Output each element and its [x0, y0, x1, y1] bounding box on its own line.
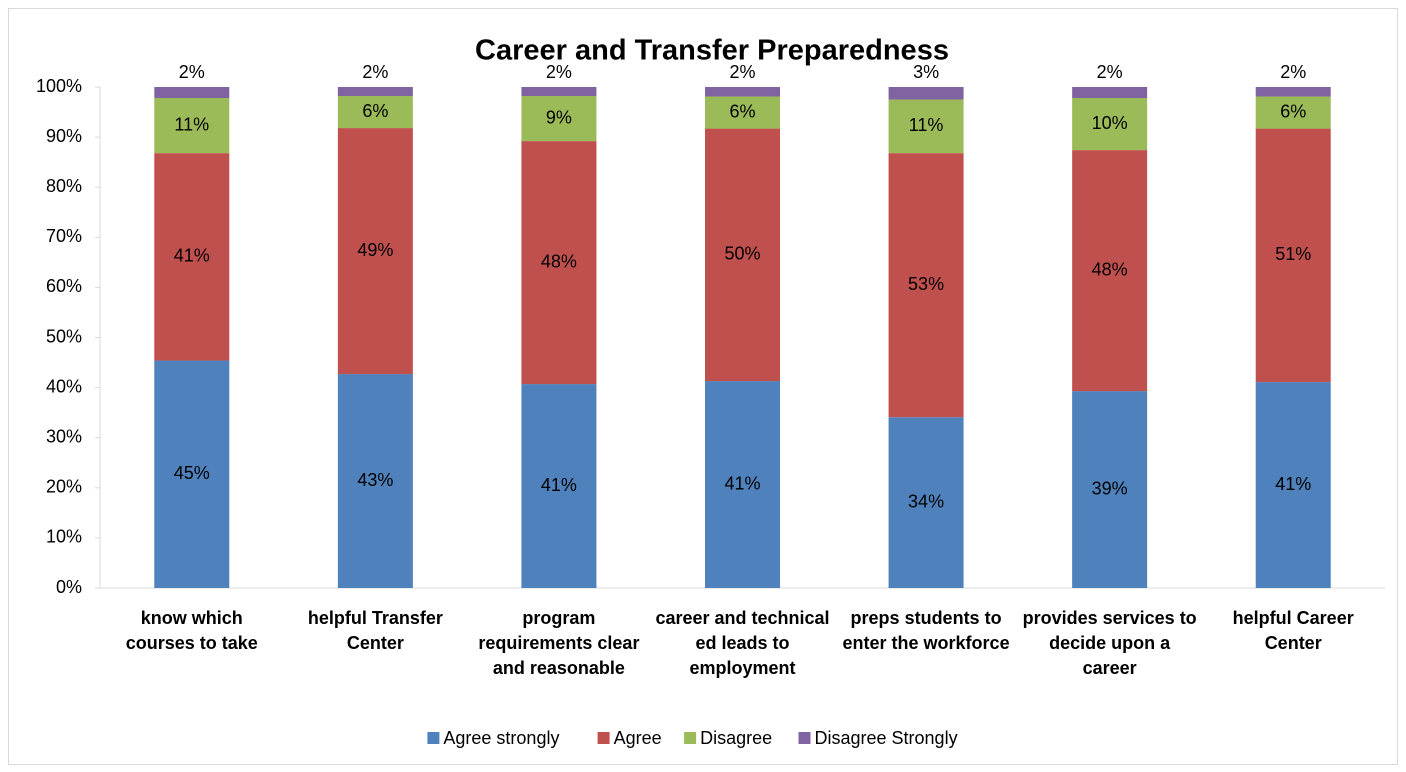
- y-tick-label: 40%: [46, 376, 82, 396]
- bar-segment: [705, 381, 780, 588]
- bar-segment: [1072, 391, 1148, 588]
- y-tick-label: 50%: [46, 326, 82, 346]
- bar-segment: [1255, 128, 1331, 383]
- y-tick-label: 60%: [46, 276, 82, 296]
- x-tick-label: know which courses to take: [125, 608, 258, 653]
- data-label: 10%: [1092, 113, 1128, 133]
- y-tick-label: 70%: [46, 226, 82, 246]
- y-tick-label: 80%: [46, 176, 82, 196]
- bar-segment: [521, 87, 597, 97]
- data-label: 41%: [1275, 474, 1311, 494]
- legend-swatch: [798, 732, 811, 744]
- data-label: 39%: [1092, 478, 1128, 498]
- bar-segment: [888, 153, 964, 418]
- bar-segment: [154, 360, 230, 588]
- legend-label: Disagree: [700, 728, 772, 748]
- x-tick-label: helpful Transfer Center: [307, 608, 443, 653]
- bar-segment: [337, 128, 413, 375]
- data-label: 11%: [909, 115, 944, 135]
- chart-border: [8, 8, 1398, 765]
- legend-label: Agree: [614, 728, 662, 748]
- y-tick-label: 10%: [46, 527, 82, 547]
- data-label: 50%: [724, 244, 760, 264]
- x-tick-label: preps students to enter the workforce: [842, 608, 1010, 653]
- y-tick-label: 100%: [36, 76, 82, 96]
- data-label: 2%: [1097, 62, 1123, 82]
- data-label: 3%: [913, 62, 939, 82]
- bar-segment: [888, 99, 964, 154]
- y-tick-label: 0%: [56, 577, 82, 597]
- bar-segment: [1255, 87, 1331, 97]
- bar-segment: [154, 87, 230, 99]
- x-tick-label: helpful Career Center: [1232, 608, 1354, 653]
- data-label: 45%: [174, 463, 210, 483]
- data-label: 49%: [357, 240, 393, 260]
- data-label: 9%: [546, 107, 572, 127]
- bar-segment: [1072, 150, 1148, 392]
- bar-segment: [154, 153, 230, 361]
- y-tick-label: 20%: [46, 477, 82, 497]
- bar-segment: [521, 384, 597, 588]
- data-label: 48%: [1092, 259, 1128, 279]
- data-label: 2%: [362, 62, 388, 82]
- bar-segment: [705, 128, 780, 382]
- bar-segment: [337, 87, 413, 97]
- data-label: 53%: [908, 274, 944, 294]
- legend-label: Agree strongly: [443, 728, 559, 748]
- bar-segment: [1072, 87, 1148, 99]
- data-label: 43%: [357, 470, 393, 490]
- data-label: 2%: [179, 62, 205, 82]
- data-label: 34%: [908, 491, 944, 511]
- bar-segment: [888, 417, 964, 588]
- x-tick-label: career and technical ed leads to employm…: [655, 608, 830, 678]
- data-label: 41%: [541, 475, 577, 495]
- legend-swatch: [597, 732, 610, 744]
- data-label: 6%: [729, 101, 755, 121]
- bar-segment: [1255, 382, 1331, 588]
- data-label: 41%: [724, 473, 760, 493]
- bar-segment: [521, 141, 597, 385]
- data-label: 51%: [1275, 244, 1311, 264]
- bar-segment: [1072, 98, 1148, 151]
- data-label: 2%: [1280, 62, 1306, 82]
- data-label: 41%: [174, 246, 210, 266]
- x-tick-label: provides services to decide upon a caree…: [1022, 608, 1197, 678]
- bar-segment: [705, 96, 780, 129]
- data-label: 2%: [729, 62, 755, 82]
- y-tick-label: 30%: [46, 426, 82, 446]
- data-label: 11%: [174, 114, 209, 134]
- bar-segment: [337, 374, 413, 588]
- data-label: 6%: [1280, 101, 1306, 121]
- y-tick-label: 90%: [46, 126, 82, 146]
- data-label: 6%: [362, 101, 388, 121]
- bar-segment: [154, 98, 230, 154]
- bar-segment: [705, 87, 780, 97]
- x-tick-label: program requirements clear and reasonabl…: [478, 608, 640, 678]
- legend-label: Disagree Strongly: [815, 728, 958, 748]
- bar-segment: [521, 96, 597, 142]
- bar-segment: [337, 96, 413, 129]
- legend-swatch: [427, 732, 440, 744]
- chart-title: Career and Transfer Preparedness: [475, 35, 949, 67]
- data-label: 2%: [546, 62, 572, 82]
- bar-segment: [1255, 96, 1331, 129]
- legend-swatch: [684, 732, 697, 744]
- bar-segment: [888, 87, 964, 100]
- data-label: 48%: [541, 251, 577, 271]
